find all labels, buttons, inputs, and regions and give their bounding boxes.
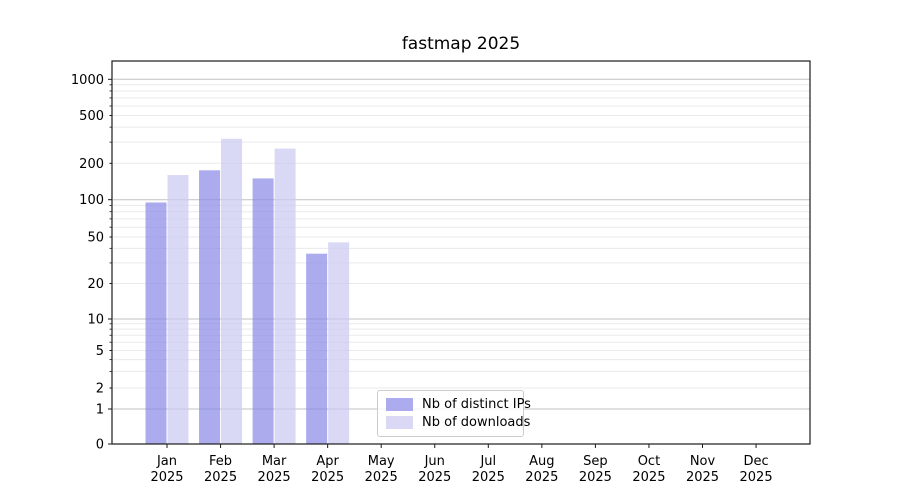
- legend-label-downloads: Nb of downloads: [422, 414, 531, 430]
- x-tick-label-year: 2025: [525, 470, 558, 485]
- x-tick-label-year: 2025: [740, 470, 773, 485]
- x-tick-label-year: 2025: [365, 470, 398, 485]
- x-tick-label-year: 2025: [258, 470, 291, 485]
- x-tick-label-month: Dec: [743, 454, 768, 469]
- y-tick-label: 200: [79, 157, 104, 172]
- x-tick-label-month: Mar: [262, 454, 287, 469]
- y-tick-label: 1: [96, 403, 104, 418]
- x-tick-label-year: 2025: [311, 470, 344, 485]
- x-tick-label-year: 2025: [686, 470, 719, 485]
- bar-feb-distinct-ips: [199, 170, 221, 444]
- x-tick-label-month: Sep: [583, 454, 608, 469]
- x-tick-label-year: 2025: [418, 470, 451, 485]
- chart-title: fastmap 2025: [401, 34, 521, 54]
- bar-apr-distinct-ips: [306, 253, 328, 444]
- x-tick-label-month: Aug: [529, 454, 554, 469]
- y-tick-label: 2: [96, 382, 104, 397]
- y-tick-label: 500: [79, 109, 104, 124]
- x-tick-label-year: 2025: [472, 470, 505, 485]
- legend-swatch-distinct-ips: [386, 398, 413, 411]
- y-tick-label: 10: [87, 313, 104, 328]
- y-tick-label: 20: [87, 277, 104, 292]
- x-tick-label-month: Apr: [316, 454, 339, 469]
- bar-feb-downloads: [221, 138, 243, 445]
- x-tick-label-month: May: [368, 454, 395, 469]
- y-tick-label: 0: [96, 438, 104, 453]
- x-tick-label-year: 2025: [579, 470, 612, 485]
- x-tick-label-month: Jun: [424, 454, 445, 469]
- y-tick-label: 5: [96, 344, 104, 359]
- y-tick-label: 1000: [71, 73, 104, 88]
- x-tick-label-month: Jan: [156, 454, 177, 469]
- plot-frame: [111, 60, 811, 445]
- x-tick-label-year: 2025: [632, 470, 665, 485]
- legend-row-downloads: Nb of downloads: [386, 415, 530, 430]
- legend-row-distinct-ips: Nb of distinct IPs: [386, 397, 531, 412]
- bar-jan-downloads: [167, 175, 189, 444]
- x-tick-label-month: Nov: [690, 454, 716, 469]
- bar-jan-distinct-ips: [145, 202, 167, 444]
- bar-mar-downloads: [274, 148, 296, 444]
- legend-label-distinct-ips: Nb of distinct IPs: [422, 396, 531, 412]
- x-tick-label-year: 2025: [150, 470, 183, 485]
- x-tick-label-month: Feb: [209, 454, 232, 469]
- x-tick-label-month: Jul: [479, 454, 496, 469]
- y-tick-label: 100: [79, 193, 104, 208]
- y-tick-label: 50: [87, 231, 104, 246]
- x-tick-label-year: 2025: [204, 470, 237, 485]
- bar-apr-downloads: [328, 242, 350, 444]
- x-tick-label-month: Oct: [638, 454, 660, 469]
- legend: Nb of distinct IPs Nb of downloads: [377, 390, 531, 437]
- bar-mar-distinct-ips: [252, 178, 274, 445]
- legend-swatch-downloads: [386, 416, 413, 429]
